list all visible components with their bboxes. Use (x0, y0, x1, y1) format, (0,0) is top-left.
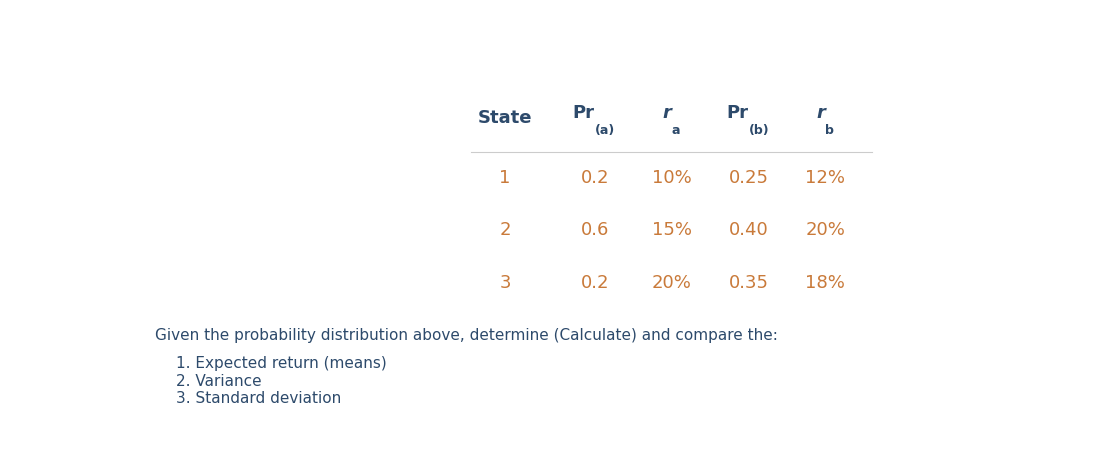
Text: Pr: Pr (726, 104, 748, 121)
Text: r: r (817, 104, 825, 121)
Text: 12%: 12% (806, 168, 845, 186)
Text: 0.2: 0.2 (581, 168, 609, 186)
Text: 1. Expected return (means): 1. Expected return (means) (176, 355, 387, 370)
Text: r: r (662, 104, 671, 121)
Text: b: b (825, 123, 834, 136)
Text: 20%: 20% (806, 221, 845, 239)
Text: 2. Variance: 2. Variance (176, 373, 262, 388)
Text: 0.25: 0.25 (728, 168, 768, 186)
Text: Given the probability distribution above, determine (Calculate) and compare the:: Given the probability distribution above… (154, 328, 778, 342)
Text: 3: 3 (499, 273, 510, 291)
Text: 0.35: 0.35 (728, 273, 768, 291)
Text: 20%: 20% (651, 273, 691, 291)
Text: 3. Standard deviation: 3. Standard deviation (176, 390, 342, 405)
Text: 10%: 10% (651, 168, 691, 186)
Text: State: State (478, 109, 532, 126)
Text: a: a (671, 123, 680, 136)
Text: 0.2: 0.2 (581, 273, 609, 291)
Text: (a): (a) (595, 123, 615, 136)
Text: 18%: 18% (806, 273, 845, 291)
Text: 1: 1 (499, 168, 510, 186)
Text: 2: 2 (499, 221, 510, 239)
Text: 0.40: 0.40 (728, 221, 768, 239)
Text: 15%: 15% (651, 221, 692, 239)
Text: (b): (b) (748, 123, 769, 136)
Text: 0.6: 0.6 (581, 221, 608, 239)
Text: Pr: Pr (573, 104, 595, 121)
